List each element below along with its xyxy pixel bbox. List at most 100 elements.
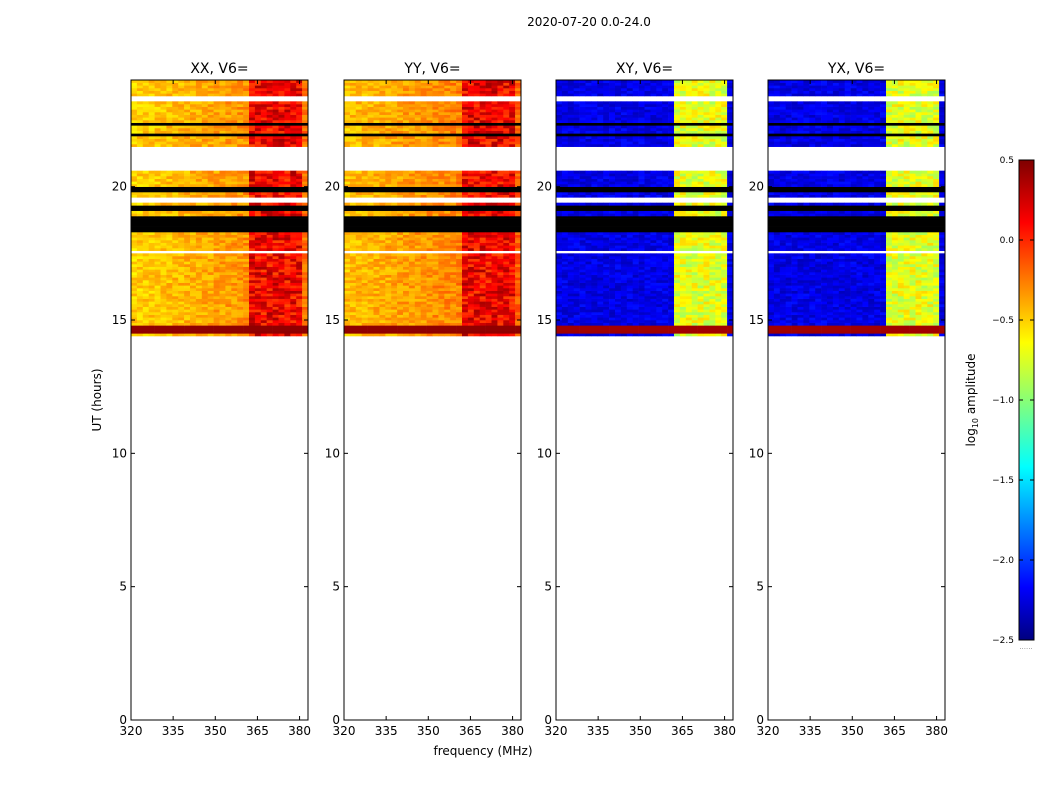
heatmap-cell [284, 104, 291, 107]
heatmap-cell [626, 288, 633, 291]
heatmap-cell [485, 288, 492, 291]
heatmap-cell [154, 314, 161, 318]
heatmap-cell [302, 104, 309, 107]
heatmap-cell [195, 128, 203, 131]
flagged-row [131, 205, 308, 209]
heatmap-cell [727, 280, 734, 283]
heatmap-cell [515, 104, 522, 107]
heatmap-cell [296, 285, 303, 289]
heatmap-cell [467, 253, 475, 257]
heatmap-cell [479, 240, 486, 243]
heatmap-cell [254, 192, 262, 195]
heatmap-cell [190, 282, 197, 286]
heatmap-cell [302, 120, 309, 123]
heatmap-cell [178, 93, 185, 97]
heatmap-cell [367, 181, 374, 185]
heatmap-cell [485, 202, 492, 206]
heatmap-cell [408, 304, 416, 307]
heatmap-cell [266, 101, 273, 105]
heatmap-cell [361, 90, 368, 94]
heatmap-cell [462, 85, 469, 89]
heatmap-cell [408, 106, 416, 110]
heatmap-cell [674, 304, 681, 307]
heatmap-cell [219, 213, 226, 217]
heatmap-cell [721, 314, 728, 318]
heatmap-cell [367, 237, 374, 241]
heatmap-cell [296, 274, 303, 278]
heatmap-cell [219, 234, 226, 238]
heatmap-cell [172, 106, 179, 110]
heatmap-cell [355, 325, 362, 329]
heatmap-cell [420, 85, 427, 89]
heatmap-cell [344, 237, 351, 241]
heatmap-cell [385, 325, 392, 329]
heatmap-cell [479, 330, 486, 334]
heatmap-cell [136, 170, 144, 174]
heatmap-cell [515, 141, 522, 145]
heatmap-cell [450, 141, 457, 145]
heatmap-cell [515, 333, 522, 337]
heatmap-cell [367, 245, 374, 249]
heatmap-cell [178, 280, 185, 283]
heatmap-cell [609, 317, 616, 321]
heatmap-cell [556, 274, 563, 278]
heatmap-cell [515, 114, 522, 118]
heatmap-cell [213, 328, 220, 331]
heatmap-cell [190, 312, 197, 315]
heatmap-cell [154, 93, 161, 97]
heatmap-cell [254, 330, 262, 334]
heatmap-cell [148, 269, 155, 273]
heatmap-cell [432, 301, 439, 305]
heatmap-cell [160, 232, 167, 235]
heatmap-cell [160, 277, 167, 281]
heatmap-cell [237, 272, 244, 275]
heatmap-cell [278, 109, 285, 113]
heatmap-cell [361, 264, 368, 267]
heatmap-cell [444, 325, 451, 329]
heatmap-cell [567, 298, 574, 302]
heatmap-cell [172, 280, 179, 283]
heatmap-cell [190, 202, 197, 206]
heatmap-cell [403, 93, 410, 97]
heatmap-cell [260, 136, 267, 139]
heatmap-cell [438, 306, 445, 310]
heatmap-cell [272, 101, 279, 105]
heatmap-cell [296, 288, 303, 291]
heatmap-cell [284, 117, 291, 121]
heatmap-cell [142, 194, 149, 198]
heatmap-cell [420, 301, 427, 305]
heatmap-cell [438, 240, 445, 243]
heatmap-cell [485, 114, 492, 118]
heatmap-cell [272, 296, 279, 299]
heatmap-cell [373, 290, 380, 294]
heatmap-cell [237, 328, 244, 331]
heatmap-cell [302, 173, 309, 177]
heatmap-cell [426, 264, 433, 267]
heatmap-cell [201, 274, 208, 278]
heatmap-cell [266, 312, 273, 315]
heatmap-cell [284, 184, 291, 187]
heatmap-cell [284, 285, 291, 289]
heatmap-cell [432, 309, 439, 313]
heatmap-cell [272, 93, 279, 97]
heatmap-cell [509, 320, 516, 323]
heatmap-cell [237, 210, 244, 214]
heatmap-cell [266, 80, 273, 83]
heatmap-cell [491, 312, 498, 315]
heatmap-cell [662, 325, 669, 329]
heatmap-cell [278, 130, 285, 134]
heatmap-cell [243, 309, 250, 313]
heatmap-cell [213, 312, 220, 315]
heatmap-cell [172, 101, 179, 105]
heatmap-cell [414, 240, 421, 243]
heatmap-cell [225, 317, 232, 321]
heatmap-cell [207, 322, 214, 326]
heatmap-cell [656, 293, 663, 297]
heatmap-cell [254, 320, 262, 323]
heatmap-cell [385, 322, 392, 326]
heatmap-cell [344, 301, 351, 305]
heatmap-cell [231, 330, 238, 334]
heatmap-cell [379, 274, 386, 278]
heatmap-cell [243, 184, 250, 187]
